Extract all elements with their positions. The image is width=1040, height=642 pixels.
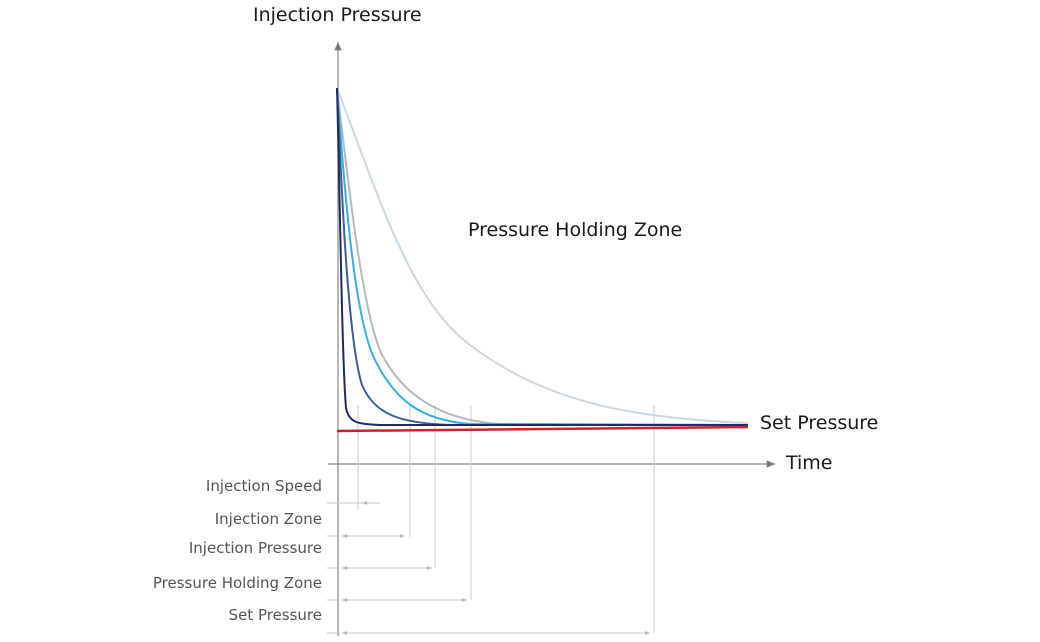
y-axis-label: Injection Pressure	[253, 4, 422, 26]
curve-5	[336, 87, 749, 424]
phase-label-injection-pressure: Injection Pressure	[188, 539, 322, 557]
x-axis-label: Time	[786, 452, 833, 474]
curve-2	[336, 87, 748, 426]
curve-4	[336, 87, 749, 426]
phase-label-set-pressure: Set Pressure	[228, 606, 322, 624]
zone-label: Pressure Holding Zone	[468, 219, 683, 241]
set-pressure-label: Set Pressure	[760, 412, 879, 434]
phase-arrows	[327, 501, 650, 635]
curve-3	[336, 87, 749, 426]
phase-guides	[357, 405, 655, 633]
phase-label-pressure-holding-zone: Pressure Holding Zone	[152, 574, 322, 592]
set-pressure-line	[336, 425, 749, 433]
phase-label-injection-zone: Injection Zone	[214, 510, 322, 528]
curve-1	[336, 87, 748, 426]
phase-label-injection-speed: Injection Speed	[205, 477, 322, 495]
